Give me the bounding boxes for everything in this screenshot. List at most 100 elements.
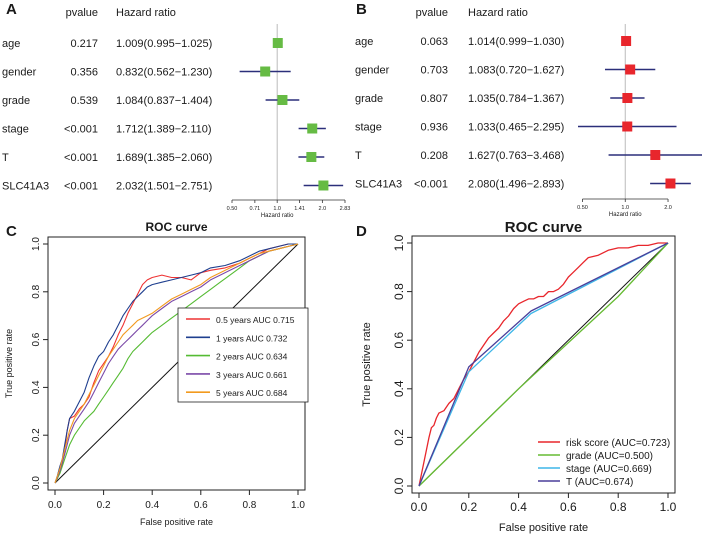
row-label: T <box>2 152 9 164</box>
row-hazard-ratio: 1.627(0.763−3.468) <box>468 150 564 162</box>
hr-marker <box>665 178 676 189</box>
roc-plot-d: ROC curve 0.0 0.0 0.2 0.2 0.4 0.4 0.6 0.6 0.8 0.8 1… <box>361 219 677 534</box>
x-tick-label: 2.0 <box>319 206 327 212</box>
header-hazard-ratio: Hazard ratio <box>468 7 528 19</box>
legend-label: 3 years AUC 0.661 <box>216 370 288 380</box>
x-axis-title: Hazard ratio <box>609 212 642 218</box>
row-label: age <box>355 36 373 48</box>
row-hazard-ratio: 1.084(0.837−1.404) <box>116 95 212 107</box>
y-tick-label: 1.0 <box>392 234 406 251</box>
x-tick-label: 1.0 <box>291 500 305 511</box>
x-tick-label: 0.6 <box>560 500 577 514</box>
x-tick-label: 1.0 <box>660 500 677 514</box>
forest-plot-a: pvalue Hazard ratio age 0.217 1.009(0.995−1.… <box>2 7 350 219</box>
row-hazard-ratio: 1.014(0.999−1.030) <box>468 36 564 48</box>
row-pvalue: 0.703 <box>420 65 448 77</box>
x-axis-title: False positive rate <box>140 517 213 527</box>
roc-curve-1 <box>54 243 298 484</box>
plot-frame <box>411 235 676 494</box>
hr-marker <box>650 150 661 160</box>
y-tick-label: 0.2 <box>392 429 406 446</box>
hr-marker <box>272 38 283 48</box>
row-hazard-ratio: 0.832(0.562−1.230) <box>116 67 212 79</box>
row-hazard-ratio: 1.035(0.784−1.367) <box>468 93 564 105</box>
row-label: stage <box>355 122 382 134</box>
x-tick-label: 0.0 <box>411 500 428 514</box>
roc-curve-2 <box>418 242 669 487</box>
legend-label: stage (AUC=0.669) <box>566 464 652 475</box>
row-pvalue: 0.217 <box>70 38 98 50</box>
hr-marker <box>307 123 318 134</box>
x-tick-label: 0.4 <box>510 500 527 514</box>
panel-label-d: D <box>356 223 367 240</box>
row-label: stage <box>2 124 29 136</box>
hr-marker <box>318 180 329 191</box>
legend-label: 0.5 years AUC 0.715 <box>216 315 295 325</box>
y-tick-label: 0.4 <box>392 380 406 397</box>
x-tick-label: 1.41 <box>294 206 305 212</box>
legend-label: T (AUC=0.674) <box>566 477 633 488</box>
roc-curve-2 <box>54 243 299 484</box>
x-tick-label: 0.8 <box>242 500 256 511</box>
forest-plot-b: pvalue Hazard ratio age 0.063 1.014(0.999−1.… <box>355 7 702 218</box>
y-tick-label: 0.8 <box>392 283 406 300</box>
x-axis-title: False positive rate <box>499 522 588 534</box>
row-pvalue: 0.356 <box>70 67 98 79</box>
x-tick-label: 0.6 <box>194 500 208 511</box>
x-tick-label: 0.50 <box>227 206 238 212</box>
x-tick-label: 0.71 <box>249 206 260 212</box>
y-axis-title: True positive rate <box>361 322 373 407</box>
hr-marker <box>622 93 633 103</box>
panel-label-b: B <box>356 1 367 18</box>
y-axis-title: True positive rate <box>4 329 14 398</box>
hr-marker <box>622 121 633 132</box>
x-tick-label: 0.2 <box>97 500 111 511</box>
y-tick-label: 0.6 <box>31 332 42 346</box>
row-label: gender <box>355 65 390 77</box>
x-tick-label: 0.2 <box>460 500 477 514</box>
row-label: SLC41A3 <box>2 181 49 193</box>
row-label: SLC41A3 <box>355 179 402 191</box>
x-tick-label: 2.83 <box>340 206 351 212</box>
panel-label-a: A <box>6 1 17 18</box>
row-pvalue: 0.063 <box>420 36 448 48</box>
roc-curve-1 <box>418 242 669 487</box>
x-axis-title: Hazard ratio <box>261 213 294 219</box>
legend-label: grade (AUC=0.500) <box>566 451 653 462</box>
row-hazard-ratio: 1.033(0.465−2.295) <box>468 122 564 134</box>
hr-marker <box>621 36 632 46</box>
row-hazard-ratio: 1.083(0.720−1.627) <box>468 65 564 77</box>
x-tick-label: 0.8 <box>610 500 627 514</box>
row-pvalue: <0.001 <box>414 179 448 191</box>
hr-marker <box>260 66 271 77</box>
y-tick-label: 0.4 <box>31 380 42 394</box>
panel-label-c: C <box>6 223 17 240</box>
plot-title: ROC curve <box>505 219 583 236</box>
roc-plot-c: ROC curve 0.0 0.0 0.2 0.2 0.4 0.4 0.6 0.6 0.8 0.8 1… <box>4 220 309 527</box>
roc-curve-4 <box>54 243 299 484</box>
diagonal-reference <box>54 243 299 484</box>
row-label: grade <box>2 95 30 107</box>
row-label: grade <box>355 93 383 105</box>
legend-label: 2 years AUC 0.634 <box>216 352 288 362</box>
row-hazard-ratio: 1.009(0.995−1.025) <box>116 38 212 50</box>
hr-marker <box>625 64 636 75</box>
roc-curve-3 <box>418 242 669 487</box>
row-pvalue: 0.539 <box>70 95 98 107</box>
x-tick-label: 1.0 <box>273 206 281 212</box>
roc-curve-0 <box>418 242 668 487</box>
x-tick-label: 1.0 <box>621 205 629 211</box>
row-hazard-ratio: 2.032(1.501−2.751) <box>116 181 212 193</box>
roc-curve-3 <box>54 243 299 484</box>
header-pvalue: pvalue <box>416 7 448 19</box>
x-tick-label: 0.0 <box>48 500 62 511</box>
y-tick-label: 0.2 <box>31 428 42 442</box>
row-pvalue: 0.208 <box>420 150 448 162</box>
header-hazard-ratio: Hazard ratio <box>116 7 176 19</box>
x-tick-label: 2.0 <box>664 205 672 211</box>
row-pvalue: <0.001 <box>64 152 98 164</box>
y-tick-label: 0.0 <box>31 476 42 490</box>
row-pvalue: 0.936 <box>420 122 448 134</box>
y-tick-label: 1.0 <box>31 237 42 251</box>
